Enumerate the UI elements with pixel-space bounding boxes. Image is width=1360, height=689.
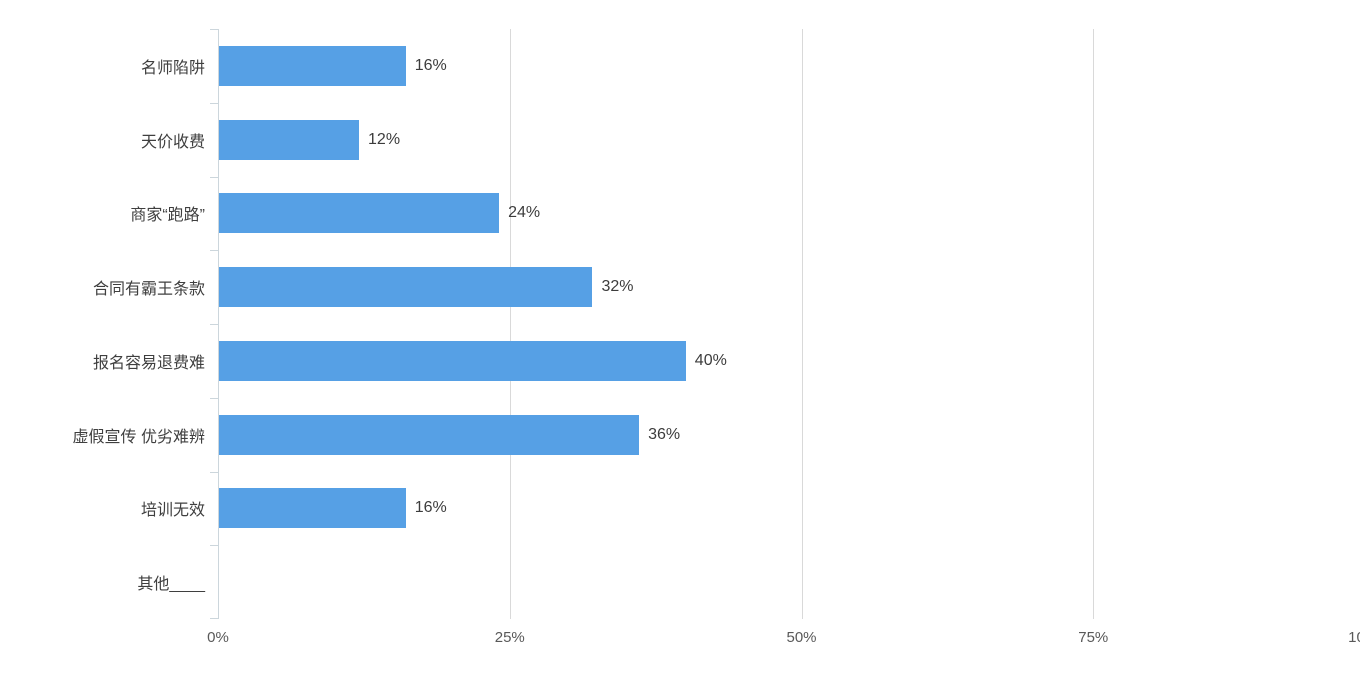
category-label: 培训无效: [140, 502, 205, 520]
value-label: 40%: [694, 351, 727, 369]
category-label: 商家“跑路”: [130, 207, 205, 225]
y-axis-category-labels: 名师陷阱天价收费商家“跑路” 合同有霸王条款 报名容易退费难虚假宣传 优劣难辨培训无…: [40, 29, 205, 619]
y-axis-tick: [210, 471, 219, 473]
gridline-25: [509, 29, 511, 619]
y-axis-tick: [210, 618, 219, 619]
value-label: 16%: [414, 499, 447, 517]
plot-area: 16% 12% 24% 32% 40% 36% 16%: [210, 29, 1360, 619]
bar-3: [219, 193, 500, 234]
category-label: 名师陷阱: [140, 59, 205, 77]
category-label: 合同有霸王条款: [92, 281, 205, 299]
y-axis-tick: [210, 176, 219, 178]
y-axis-tick: [210, 250, 219, 252]
y-axis-tick: [210, 397, 219, 399]
value-label: 24%: [508, 204, 541, 222]
category-label: 虚假宣传 优劣难辨: [72, 428, 205, 446]
horizontal-bar-chart: 名师陷阱天价收费商家“跑路” 合同有霸王条款 报名容易退费难虚假宣传 优劣难辨培训无…: [40, 16, 1360, 673]
bar-6: [219, 414, 640, 455]
x-axis-label-25%: 25%: [494, 629, 525, 646]
value-label: 12%: [368, 130, 401, 148]
x-axis-label-50%: 50%: [786, 629, 817, 646]
bar-5: [219, 340, 686, 381]
y-axis-tick: [210, 102, 219, 104]
category-label: 报名容易退费难: [92, 354, 205, 372]
x-axis-tick-labels: 0% 25% 50% 75% 100%: [207, 629, 1360, 653]
value-label: 16%: [414, 56, 447, 74]
x-axis-label-100%: 100%: [1348, 629, 1360, 646]
gridline-50: [801, 29, 803, 619]
x-axis-label-0%: 0%: [207, 629, 229, 646]
value-label: 36%: [648, 425, 681, 443]
value-label: 32%: [601, 278, 634, 296]
y-axis-tick: [210, 324, 219, 325]
y-axis-tick: [210, 29, 219, 30]
category-label: 其他____: [137, 576, 205, 594]
y-axis-tick: [210, 545, 219, 547]
category-label: 天价收费: [140, 133, 205, 151]
x-axis-label-75%: 75%: [1078, 629, 1109, 646]
bar-4: [219, 267, 593, 308]
gridline-75: [1093, 29, 1095, 619]
bar-7: [219, 488, 406, 529]
bar-2: [219, 119, 360, 160]
bar-1: [219, 45, 406, 86]
